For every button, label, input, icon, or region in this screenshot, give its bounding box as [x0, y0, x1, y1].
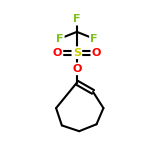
Text: O: O	[72, 64, 82, 74]
Text: O: O	[92, 48, 101, 58]
Text: F: F	[90, 34, 98, 44]
Text: F: F	[56, 34, 63, 44]
Text: O: O	[52, 48, 62, 58]
Text: S: S	[73, 48, 81, 58]
Text: F: F	[73, 14, 81, 24]
